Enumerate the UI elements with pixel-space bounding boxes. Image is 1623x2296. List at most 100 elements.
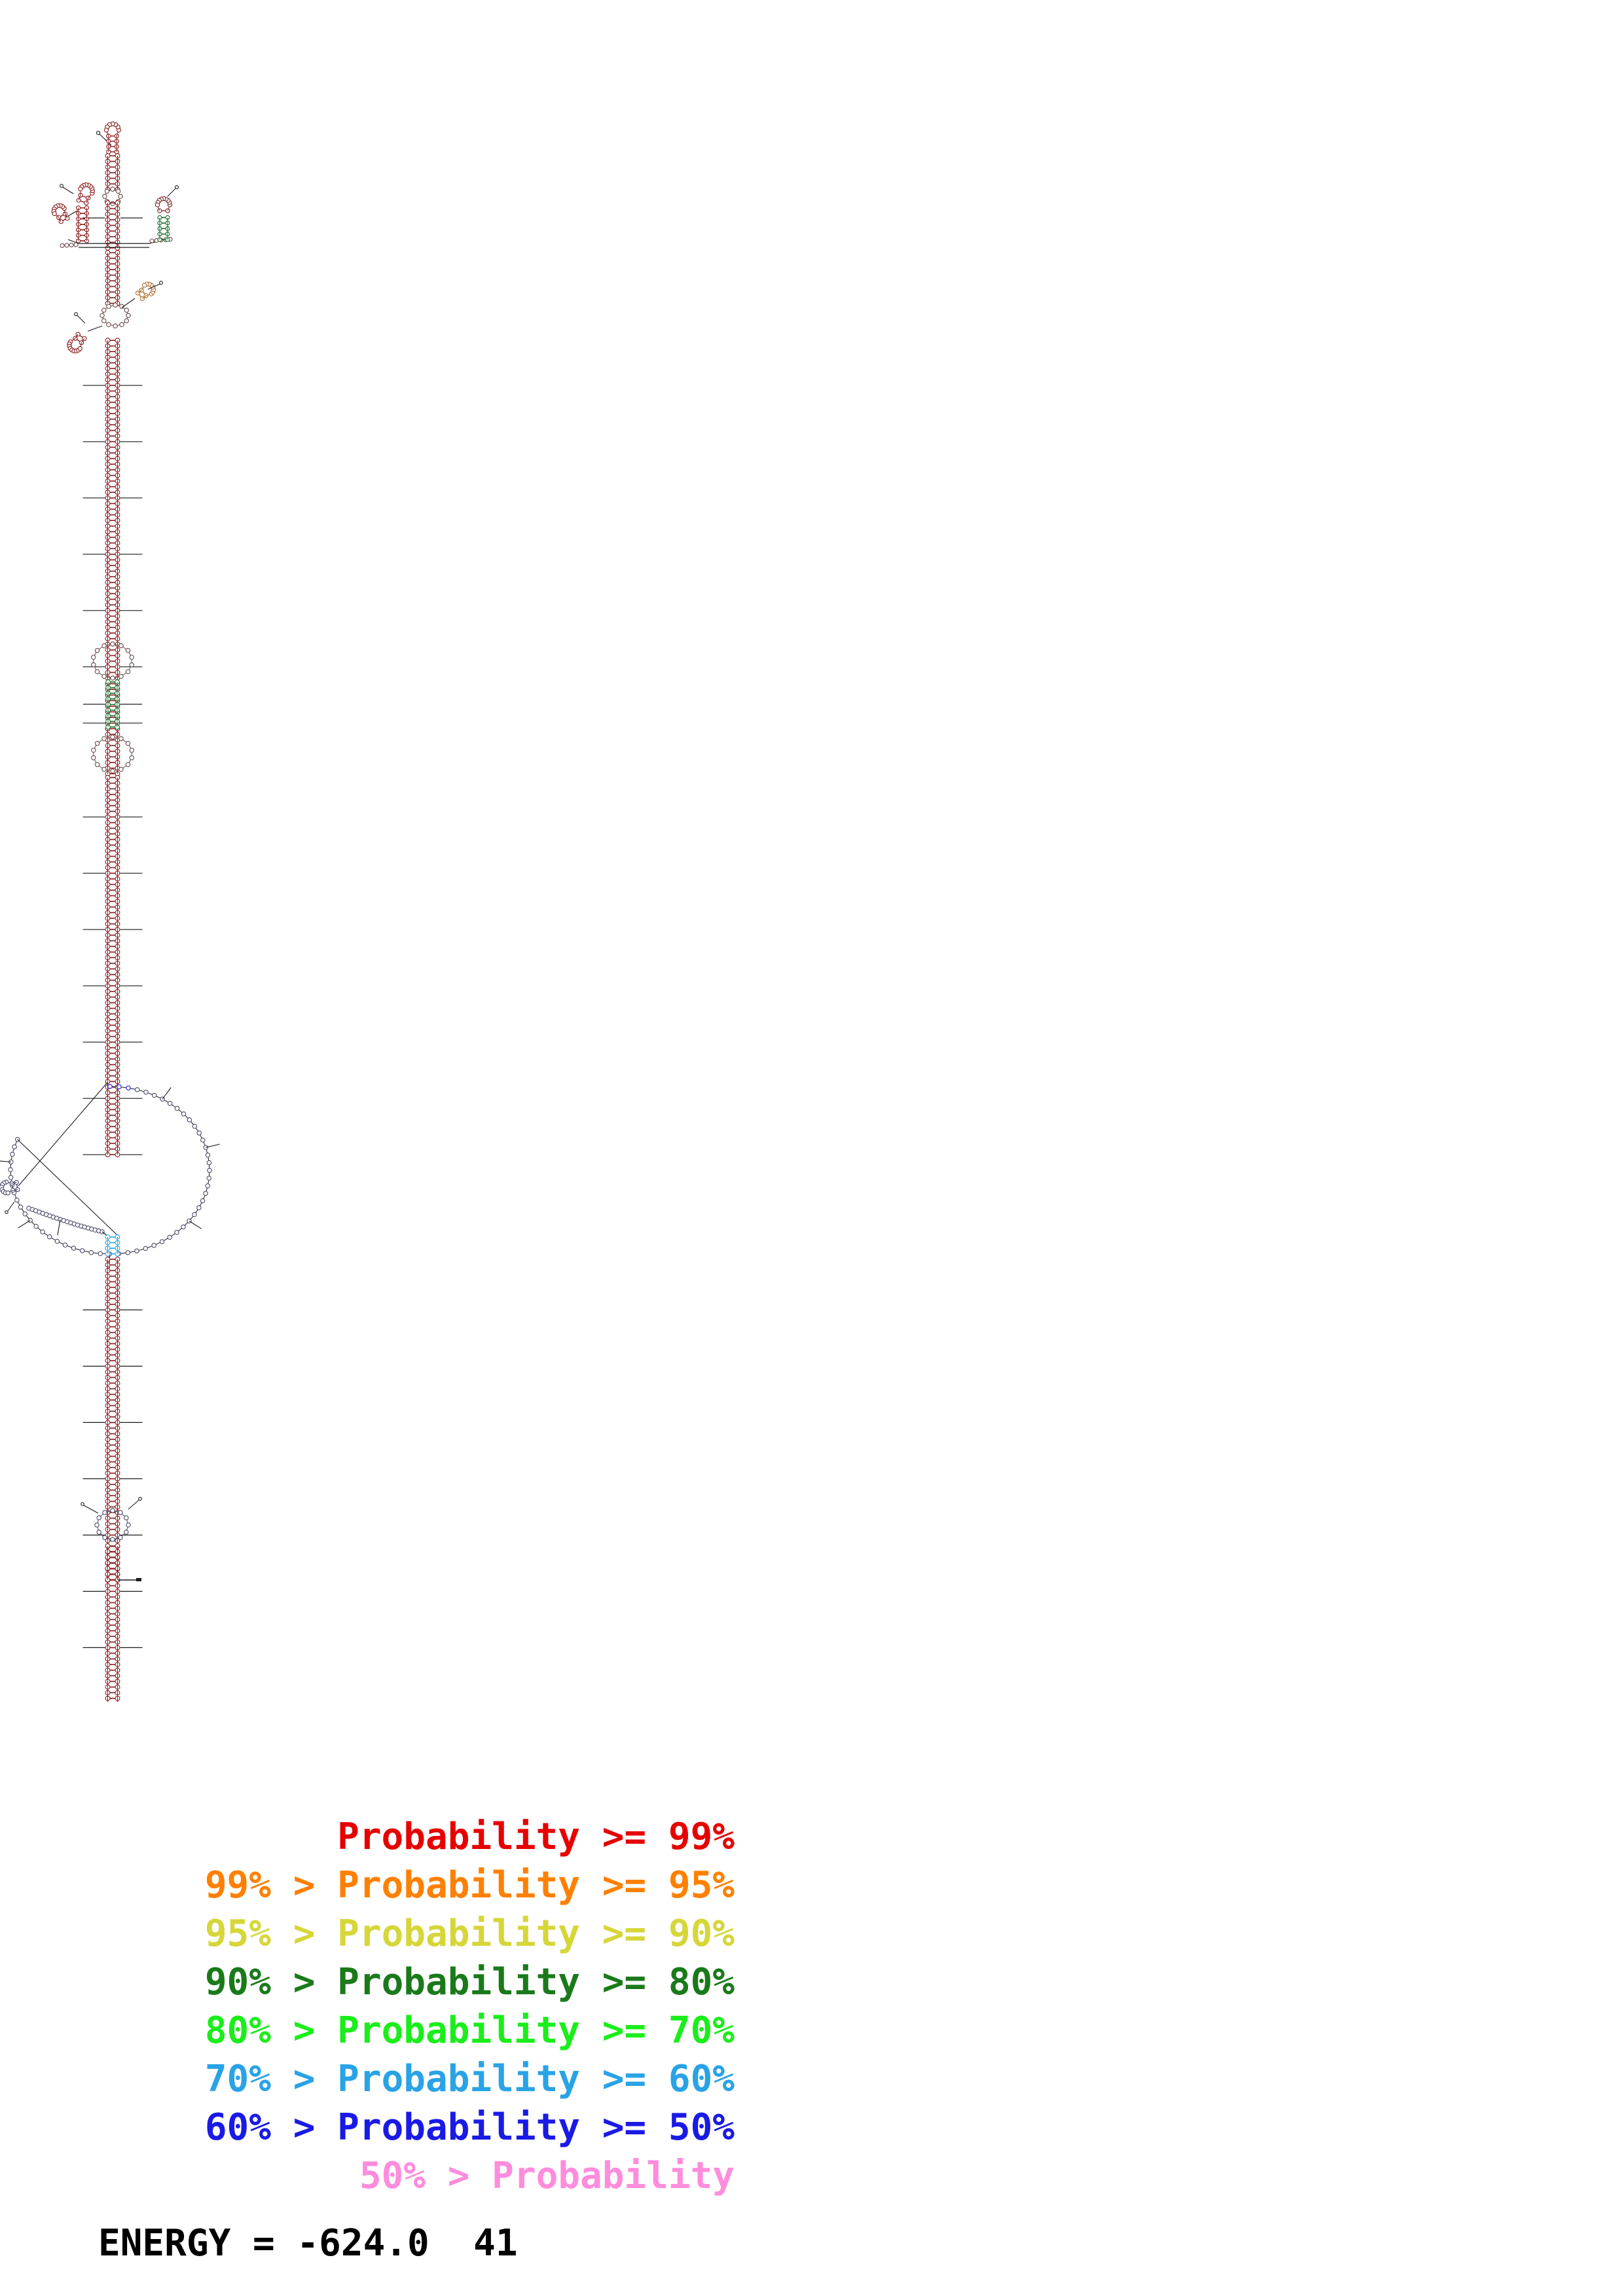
nucleotide-bead	[110, 201, 115, 206]
nucleotide-bead	[118, 1535, 123, 1540]
nucleotide-bead	[22, 1211, 28, 1217]
backbone-segment	[121, 298, 136, 308]
nucleotide-bead	[8, 1175, 14, 1180]
nucleotide-bead	[119, 673, 124, 679]
nucleotide-bead	[143, 1089, 149, 1095]
nucleotide-bead	[102, 1535, 107, 1540]
nucleotide-bead	[101, 318, 107, 323]
backbone-segment	[18, 1220, 31, 1229]
backbone-segment	[12, 1189, 18, 1191]
nucleotide-bead	[91, 755, 96, 761]
nucleotide-bead	[94, 1522, 100, 1528]
nucleotide-bead	[126, 1085, 131, 1090]
nucleotide-bead	[110, 187, 115, 192]
energy-label: ENERGY = -624.0 41	[98, 2222, 518, 2265]
nucleotide-bead	[79, 1248, 85, 1253]
nucleotide-bead	[181, 1224, 186, 1230]
nucleotide-bead	[206, 1175, 212, 1181]
nucleotide-bead	[96, 130, 101, 135]
nucleotide-bead	[124, 308, 130, 313]
nucleotide-bead	[129, 747, 134, 753]
nucleotide-bead	[205, 1183, 211, 1189]
legend-label-plow: 50% > Probability	[359, 2155, 735, 2197]
backbone-segment	[77, 315, 86, 324]
nucleotide-bead	[96, 1515, 101, 1520]
nucleotide-bead	[100, 313, 105, 318]
backbone-segment	[206, 1143, 220, 1148]
nucleotide-bead	[207, 1168, 212, 1174]
legend-label-p99: Probability >= 99%	[337, 1816, 735, 1858]
nucleotide-bead	[129, 755, 134, 761]
backbone-segment	[17, 1139, 119, 1236]
nucleotide-bead	[143, 1246, 149, 1251]
nucleotide-bead	[124, 1530, 129, 1535]
nucleotide-bead	[119, 643, 124, 649]
nucleotide-bead	[192, 1211, 197, 1217]
nucleotide-bead	[101, 736, 107, 742]
nucleotide-bead	[125, 762, 131, 767]
nucleotide-bead	[101, 766, 107, 772]
nucleotide-bead	[205, 1152, 211, 1158]
nucleotide-bead	[175, 185, 179, 189]
nucleotide-bead	[10, 1151, 15, 1157]
backbone-segment	[67, 210, 78, 217]
nucleotide-bead	[138, 1497, 142, 1501]
nucleotide-bead	[5, 1210, 9, 1214]
nucleotide-bead	[74, 312, 78, 316]
nucleotide-bead	[73, 242, 79, 247]
nucleotide-bead	[94, 762, 100, 767]
backbone-segment	[86, 198, 89, 204]
nucleotide-bead	[174, 1105, 180, 1111]
nucleotide-bead	[94, 648, 100, 653]
nucleotide-bead	[192, 1124, 198, 1129]
nucleotide-bead	[165, 208, 170, 213]
nucleotide-bead	[151, 1243, 156, 1248]
nucleotide-bead	[12, 1144, 17, 1149]
nucleotide-bead	[60, 243, 65, 248]
nucleotide-bead	[62, 1242, 68, 1248]
legend-row-p90: 95% > Probability >= 90%	[0, 1910, 735, 1958]
nucleotide-bead	[125, 741, 131, 746]
legend-label-p90: 95% > Probability >= 90%	[204, 1912, 735, 1955]
nucleotide-bead	[119, 766, 124, 772]
backbone-segment	[78, 195, 81, 201]
nucleotide-bead	[134, 1087, 140, 1092]
nucleotide-bead	[88, 1249, 94, 1255]
backbone-segment	[147, 283, 160, 290]
nucleotide-bead	[113, 323, 118, 329]
nucleotide-bead	[77, 346, 82, 351]
nucleotide-bead	[203, 1191, 208, 1196]
backbone-segment	[81, 338, 85, 343]
nucleotide-bead	[14, 1197, 20, 1203]
backbone-segment	[162, 1087, 172, 1100]
nucleotide-bead	[159, 281, 163, 285]
nucleotide-bead	[54, 1238, 60, 1244]
nucleotide-bead	[126, 313, 131, 318]
nucleotide-bead	[91, 655, 96, 660]
nucleotide-bead	[64, 243, 69, 248]
nucleotide-bead	[159, 1239, 165, 1244]
nucleotide-bead	[106, 304, 111, 309]
nucleotide-bead	[101, 308, 107, 313]
nucleotide-bead	[33, 1223, 39, 1229]
nucleotide-bead	[91, 662, 96, 668]
nucleotide-bead	[110, 1508, 115, 1513]
nucleotide-bead	[81, 1502, 84, 1506]
backbone-segment	[87, 325, 103, 332]
nucleotide-bead	[102, 1510, 107, 1515]
nucleotide-bead	[98, 1251, 103, 1257]
legend-label-p70: 80% > Probability >= 70%	[204, 2009, 735, 2052]
legend-row-p95: 99% > Probability >= 95%	[0, 1861, 735, 1910]
nucleotide-bead	[117, 1084, 122, 1090]
nucleotide-bead	[104, 188, 110, 194]
nucleotide-bead	[118, 194, 123, 199]
backbone-segment	[137, 289, 142, 294]
nucleotide-bead	[119, 322, 124, 327]
nucleotide-bead	[167, 1101, 173, 1106]
nucleotide-bead	[18, 1204, 24, 1210]
backbone-segment	[142, 295, 147, 299]
backbone-segment	[64, 213, 68, 219]
nucleotide-bead	[110, 734, 115, 740]
nucleotide-bead	[142, 283, 147, 288]
backbone-segment	[62, 187, 74, 194]
